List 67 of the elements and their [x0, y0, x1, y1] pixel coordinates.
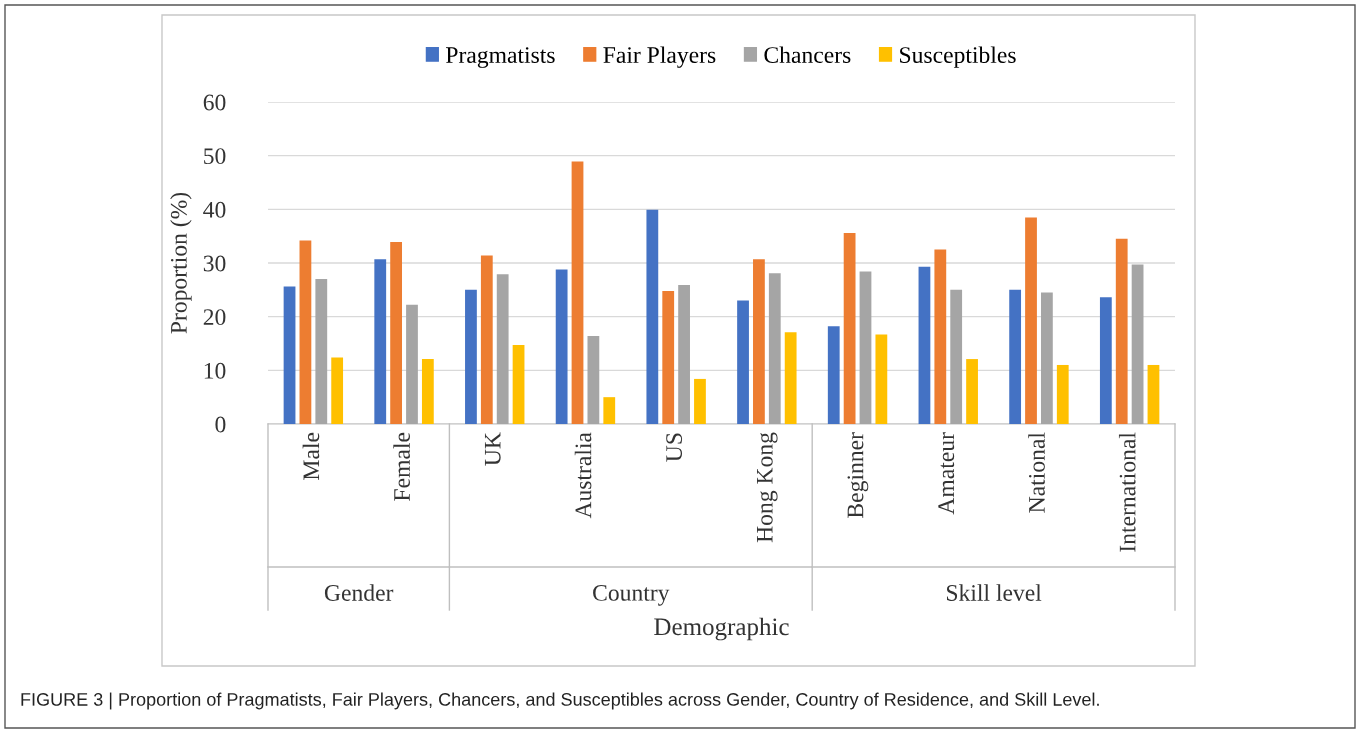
- bar: [587, 335, 600, 424]
- x-tick-label: National: [1028, 432, 1045, 513]
- y-tick-label: 30: [203, 255, 226, 272]
- bar: [555, 269, 568, 424]
- x-tick-label: Amateur: [938, 432, 955, 515]
- bar: [662, 290, 675, 424]
- bar: [827, 326, 840, 424]
- bar: [1025, 217, 1037, 424]
- bar: [875, 334, 888, 424]
- x-tick-label: UK: [484, 432, 501, 466]
- legend-label: Fair Players: [603, 46, 716, 68]
- y-tick-label: 10: [204, 362, 226, 379]
- x-axis-title: Demographic: [654, 617, 789, 641]
- x-tick-label: Australia: [574, 432, 592, 519]
- bar: [315, 279, 328, 424]
- bar: [768, 273, 781, 424]
- x-tick-label: International: [1118, 432, 1136, 552]
- bar: [918, 266, 931, 424]
- bar: [406, 304, 418, 424]
- bar: [843, 232, 856, 424]
- x-tick-label: Male: [302, 432, 320, 480]
- bar: [1009, 289, 1022, 424]
- text: Skill level: [946, 584, 1042, 601]
- y-tick-label: 40: [203, 201, 226, 218]
- legend-label: Pragmatists: [446, 47, 555, 68]
- bar: [390, 242, 403, 424]
- legend-label: Susceptibles: [900, 46, 1016, 68]
- bar: [694, 378, 706, 424]
- x-tick-label: Female: [393, 432, 410, 501]
- bar: [1147, 364, 1160, 424]
- bar: [646, 209, 659, 424]
- bar: [480, 255, 493, 424]
- bar: [737, 300, 749, 424]
- bar: [512, 345, 525, 424]
- bar: [859, 271, 872, 424]
- bar: [331, 357, 344, 424]
- bar: [784, 332, 797, 424]
- bar: [1040, 292, 1053, 424]
- bar: [421, 359, 434, 424]
- y-tick-label: 20: [203, 309, 226, 326]
- bar: [496, 274, 509, 424]
- bar: [966, 359, 978, 424]
- bar: [678, 285, 690, 424]
- y-tick-label: 50: [204, 148, 226, 165]
- y-axis-title: Proportion (%): [170, 192, 192, 334]
- bar: [1115, 238, 1128, 424]
- legend-label: Chancers: [764, 46, 851, 64]
- bar: [1131, 264, 1144, 424]
- caption: FIGURE 3 | Proportion of Pragmatists, Fair Players, Chancers, and Susceptibles across Gender, Country of Residence, and Skill Level.: [21, 692, 1099, 710]
- bar: [1099, 297, 1112, 424]
- x-tick-label: US: [666, 433, 683, 462]
- bar: [934, 249, 947, 424]
- bar: [465, 289, 477, 424]
- text: Country: [593, 584, 670, 606]
- text: Gender: [324, 584, 394, 601]
- y-tick-label: 0: [215, 416, 226, 433]
- bar: [603, 397, 616, 424]
- bar: [950, 289, 963, 424]
- bar: [299, 240, 312, 424]
- x-tick-label: Beginner: [847, 432, 869, 518]
- bar: [283, 286, 296, 424]
- bar: [374, 259, 387, 424]
- y-tick-label: 60: [203, 94, 226, 111]
- bar: [753, 259, 765, 424]
- bar: [1056, 364, 1069, 424]
- x-tick-label: Hong Kong: [757, 432, 778, 543]
- bar: [571, 161, 584, 424]
